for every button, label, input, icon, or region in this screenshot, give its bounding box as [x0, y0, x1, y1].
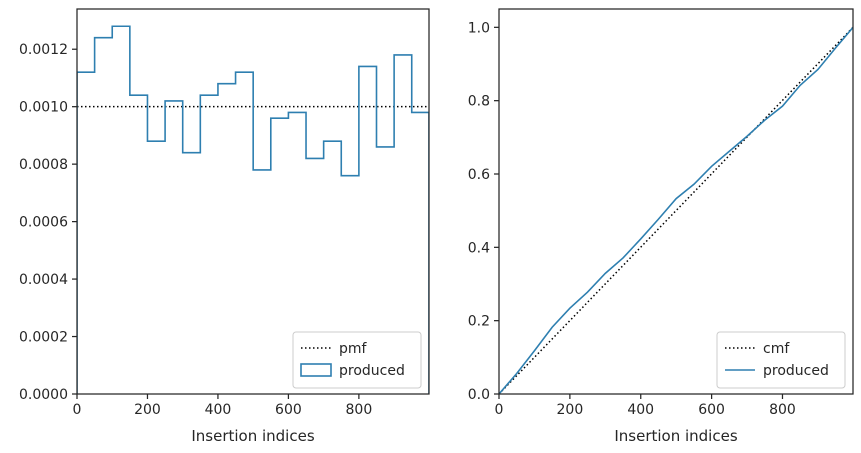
- x-axis-ticks: 0 200 400 600 800: [73, 394, 373, 418]
- y-tick-label: 0.0008: [19, 157, 68, 173]
- pmf-histogram-chart: 0 200 400 600 800 0.00000.00020.00040.00060.…: [19, 8, 430, 445]
- x-tick-label: 0: [73, 402, 82, 418]
- y-tick-label: 0.0004: [19, 272, 68, 288]
- x-tick-label: 200: [557, 402, 584, 418]
- y-tick-label: 0.4: [468, 240, 490, 256]
- legend-entry-label: produced: [339, 363, 405, 379]
- y-tick-label: 0.0000: [19, 387, 68, 403]
- x-tick-label: 200: [134, 402, 161, 418]
- y-tick-label: 0.6: [468, 167, 490, 183]
- legend-entry-label: pmf: [339, 341, 368, 357]
- x-tick-label: 400: [627, 402, 654, 418]
- y-tick-label: 0.0010: [19, 100, 68, 116]
- series-produced-line: [499, 26, 853, 394]
- x-tick-label: 800: [346, 402, 373, 418]
- y-tick-label: 0.0012: [19, 42, 68, 58]
- y-tick-label: 1.0: [468, 20, 490, 36]
- x-tick-label: 0: [495, 402, 504, 418]
- series-cmf-line: [499, 26, 853, 394]
- legend-box: [292, 331, 422, 389]
- y-axis-ticks: 0.0 0.2 0.4 0.6 0.8 1.0: [468, 20, 499, 403]
- plot-area: [499, 9, 853, 394]
- x-axis-label: Insertion indices: [191, 427, 314, 445]
- y-tick-label: 0.2: [468, 314, 490, 330]
- legend-entry-label: cmf: [763, 341, 790, 357]
- legend-entry-label: produced: [763, 363, 829, 379]
- series-layer: [77, 25, 429, 394]
- y-tick-label: 0.0002: [19, 330, 68, 346]
- plot-frame: [498, 8, 854, 395]
- plot-frame: [76, 8, 430, 395]
- y-tick-label: 0.0006: [19, 215, 68, 231]
- y-axis-ticks: 0.0000 0.0002 0.0004 0.0006 0.0008 0.0010 0.00…: [19, 42, 77, 403]
- series-layer: [499, 26, 853, 394]
- legend-swatch: [300, 363, 332, 377]
- y-tick-label: 0.8: [468, 94, 490, 110]
- y-tick-label: 0.0: [468, 387, 490, 403]
- legend: cmf produced: [716, 331, 846, 389]
- series-produced-line: [77, 25, 429, 394]
- cmf-line-chart: 0 200 400 600 800 0.0 0.2 0.4 0.6 0.8 1.0 Inserti…: [468, 8, 854, 445]
- legend-box: [716, 331, 846, 389]
- x-tick-label: 600: [275, 402, 302, 418]
- x-tick-label: 600: [698, 402, 725, 418]
- legend: pmf produced: [292, 331, 422, 389]
- x-tick-label: 800: [769, 402, 796, 418]
- x-axis-ticks: 0 200 400 600 800: [495, 394, 796, 418]
- x-tick-label: 400: [205, 402, 232, 418]
- x-axis-label: Insertion indices: [614, 427, 737, 445]
